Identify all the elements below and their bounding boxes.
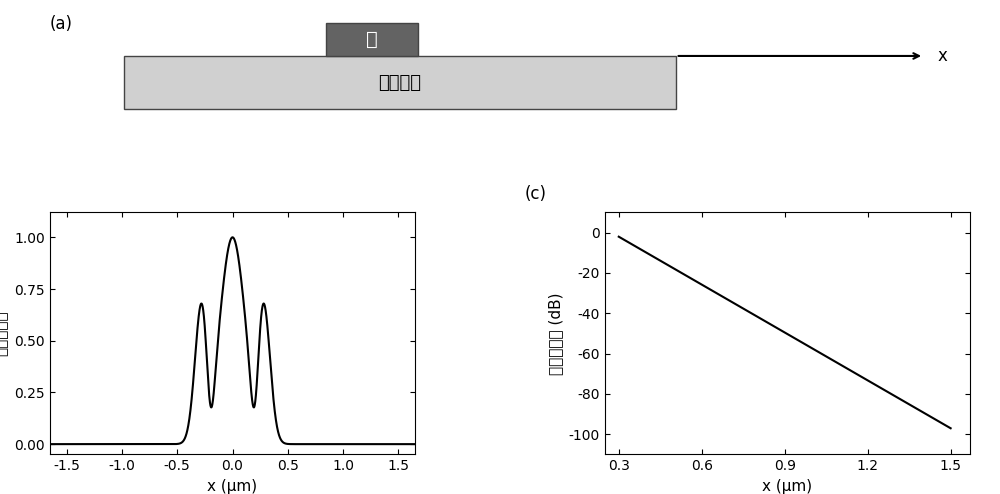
Text: (c): (c) [525,185,547,203]
Bar [326,23,418,56]
Y-axis label: 归一化光强: 归一化光强 [0,311,9,356]
X-axis label: x (μm): x (μm) [762,479,813,494]
Y-axis label: 归一化光强 (dB): 归一化光强 (dB) [548,292,563,375]
Text: (a): (a) [50,15,73,33]
Text: x: x [938,47,948,65]
X-axis label: x (μm): x (μm) [207,479,258,494]
Text: 硬: 硬 [366,30,378,49]
Bar [124,56,676,110]
Text: 二氧化硬: 二氧化硬 [378,74,421,92]
